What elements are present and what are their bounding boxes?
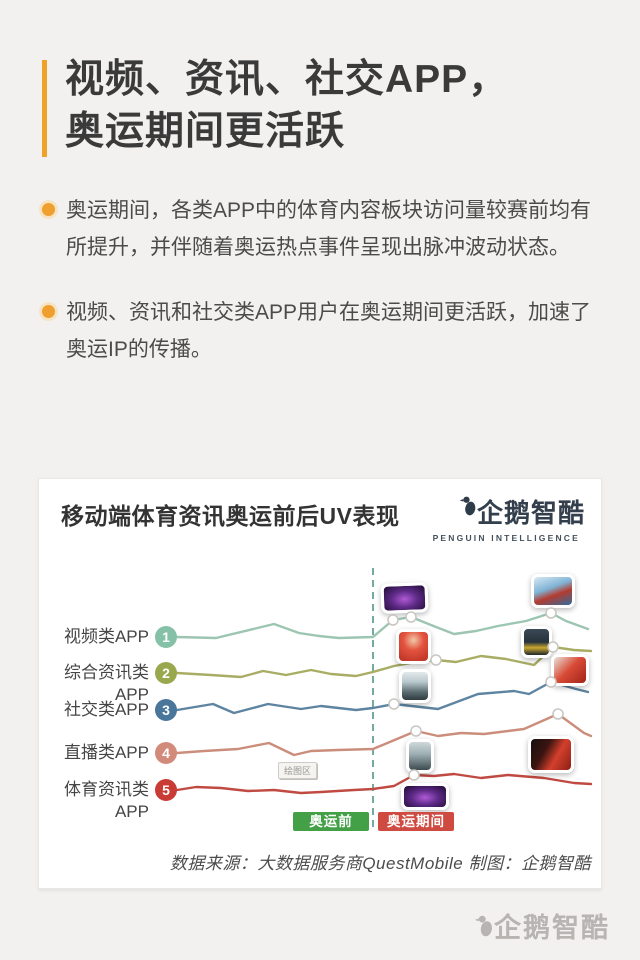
data-point-marker <box>545 607 557 619</box>
watermark: 企鹅智酷 <box>474 906 610 945</box>
bullet-item: 奥运期间，各类APP中的体育内容板块访问量较赛前均有所提升，并伴随着奥运热点事件… <box>42 192 602 266</box>
series-number-badge-5: 5 <box>155 779 177 801</box>
chart-markers <box>387 607 564 781</box>
data-point-marker <box>547 641 559 653</box>
watermark-text: 企鹅智酷 <box>494 913 610 943</box>
data-source: 数据来源：大数据服务商QuestMobile 制图：企鹅智酷 <box>169 854 591 873</box>
series-line-4 <box>175 712 593 757</box>
penguin-intelligence-logo: 企鹅智酷 PENGUIN INTELLIGENCE <box>428 493 585 543</box>
bullet-text: 奥运期间，各类APP中的体育内容板块访问量较赛前均有所提升，并伴随着奥运热点事件… <box>66 199 592 259</box>
series-label-4: 直播类APP <box>63 743 149 762</box>
title-block: 视频、资讯、社交APP， 奥运期间更活跃 <box>42 54 508 158</box>
series-number-badge-1: 1 <box>155 626 177 648</box>
data-point-marker <box>552 708 564 720</box>
photo-closing-ceremony <box>401 783 449 810</box>
series-line-3 <box>175 680 590 715</box>
page-title-line1: 视频、资讯、社交APP， <box>65 58 509 101</box>
data-point-marker <box>430 654 442 666</box>
penguin-icon <box>459 496 476 516</box>
data-point-marker <box>405 611 417 623</box>
data-point-marker <box>545 676 557 688</box>
series-line-2 <box>175 645 593 679</box>
chart-card: 视频类APP 1 综合资讯类APP 2 社交类APP 3 直播类APP 4 体育资讯类APP 5 绘… <box>38 478 602 889</box>
series-label-5: 体育资讯类APP <box>64 780 149 821</box>
series-number-badge-4: 4 <box>155 742 177 764</box>
legend-during-olympics: 奥运期间 <box>378 812 454 831</box>
bullet-item: 视频、资讯和社交类APP用户在奥运期间更活跃，加速了奥运IP的传播。 <box>42 294 602 368</box>
series-label-2: 综合资讯类APP <box>64 663 149 704</box>
series-number-badge-2: 2 <box>155 662 177 684</box>
data-point-marker <box>410 725 422 737</box>
summary-bullets: 奥运期间，各类APP中的体育内容板块访问量较赛前均有所提升，并伴随着奥运热点事件… <box>42 192 602 396</box>
photo-table-tennis-pair <box>551 654 589 686</box>
series-label-3: 社交类APP <box>63 700 149 719</box>
photo-swimmer-cap <box>399 669 431 703</box>
page-title: 视频、资讯、社交APP， 奥运期间更活跃 <box>65 54 508 158</box>
logo-main: 企鹅智酷 <box>428 493 585 530</box>
photo-athlete-red <box>396 629 431 664</box>
plot-area-tooltip: 绘图区 <box>278 762 318 779</box>
logo-text: 企鹅智酷 <box>476 498 585 528</box>
page-title-line2: 奥运期间更活跃 <box>65 110 346 153</box>
bullet-dot-icon <box>42 305 55 318</box>
chart-title: 移动端体育资讯奥运前后UV表现 <box>61 503 400 529</box>
series-number-badge-3: 3 <box>155 699 177 721</box>
uv-line-chart: 视频类APP 1 综合资讯类APP 2 社交类APP 3 直播类APP 4 体育资讯类APP 5 绘… <box>39 479 601 888</box>
logo-subtitle: PENGUIN INTELLIGENCE <box>428 533 585 543</box>
bullet-dot-icon <box>42 203 55 216</box>
photo-swimmer-headband <box>406 739 434 773</box>
legend-pre-olympics: 奥运前 <box>293 812 369 831</box>
bullet-text: 视频、资讯和社交类APP用户在奥运期间更活跃，加速了奥运IP的传播。 <box>66 301 592 361</box>
photo-phelps <box>531 574 575 608</box>
data-point-marker <box>387 614 399 626</box>
data-point-marker <box>388 698 400 710</box>
photo-table-tennis-player <box>528 736 574 773</box>
series-line-5 <box>175 772 593 795</box>
series-label-1: 视频类APP <box>63 627 149 646</box>
title-accent-bar <box>42 60 47 157</box>
data-point-marker <box>408 769 420 781</box>
penguin-icon <box>474 915 492 937</box>
